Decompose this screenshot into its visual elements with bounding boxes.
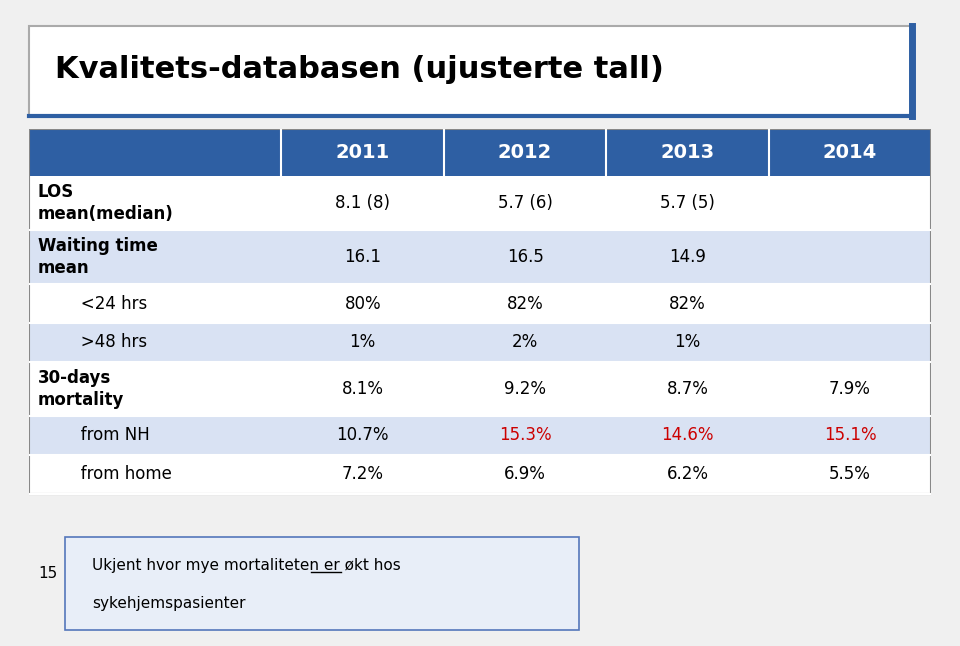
Text: from NH: from NH xyxy=(65,426,150,444)
Bar xyxy=(29,129,931,176)
Text: 2013: 2013 xyxy=(660,143,714,162)
Text: 2014: 2014 xyxy=(823,143,877,162)
Text: 5.7 (5): 5.7 (5) xyxy=(660,194,715,212)
Text: 10.7%: 10.7% xyxy=(336,426,389,444)
Text: 14.6%: 14.6% xyxy=(661,426,714,444)
Bar xyxy=(29,323,931,362)
Bar xyxy=(29,230,931,284)
Text: Waiting time
mean: Waiting time mean xyxy=(37,237,157,277)
Text: 8.7%: 8.7% xyxy=(666,380,708,398)
Bar xyxy=(29,284,931,323)
FancyBboxPatch shape xyxy=(65,537,579,630)
Text: 5.5%: 5.5% xyxy=(829,465,871,483)
Text: 8.1%: 8.1% xyxy=(342,380,384,398)
Text: Kvalitets-databasen (ujusterte tall): Kvalitets-databasen (ujusterte tall) xyxy=(56,55,664,84)
Text: 8.1 (8): 8.1 (8) xyxy=(335,194,390,212)
Text: 15.1%: 15.1% xyxy=(824,426,876,444)
Bar xyxy=(29,362,931,416)
Text: >48 hrs: >48 hrs xyxy=(65,333,147,351)
Text: 7.9%: 7.9% xyxy=(829,380,871,398)
Text: 2012: 2012 xyxy=(498,143,552,162)
Text: 80%: 80% xyxy=(345,295,381,313)
Text: 14.9: 14.9 xyxy=(669,248,706,266)
Text: 9.2%: 9.2% xyxy=(504,380,546,398)
Text: sykehjemspasienter: sykehjemspasienter xyxy=(92,596,246,611)
Text: 6.2%: 6.2% xyxy=(666,465,708,483)
Text: 7.2%: 7.2% xyxy=(342,465,384,483)
Bar xyxy=(29,176,931,230)
Text: from home: from home xyxy=(65,465,172,483)
Text: LOS
mean(median): LOS mean(median) xyxy=(37,183,174,223)
Text: 15.3%: 15.3% xyxy=(499,426,551,444)
Text: 16.5: 16.5 xyxy=(507,248,543,266)
Text: Ukjent hvor mye mortaliteten er økt hos: Ukjent hvor mye mortaliteten er økt hos xyxy=(92,558,400,573)
Text: 82%: 82% xyxy=(669,295,706,313)
Bar xyxy=(29,416,931,455)
Text: 5.7 (6): 5.7 (6) xyxy=(497,194,553,212)
Text: <24 hrs: <24 hrs xyxy=(65,295,147,313)
Text: 1%: 1% xyxy=(349,333,375,351)
Bar xyxy=(29,455,931,494)
Text: 2011: 2011 xyxy=(336,143,390,162)
Text: 30-days
mortality: 30-days mortality xyxy=(37,369,124,409)
Text: 82%: 82% xyxy=(507,295,543,313)
FancyBboxPatch shape xyxy=(29,26,912,116)
Text: 1%: 1% xyxy=(675,333,701,351)
Text: 16.1: 16.1 xyxy=(345,248,381,266)
Text: 6.9%: 6.9% xyxy=(504,465,546,483)
Text: 15: 15 xyxy=(37,566,57,581)
Text: 2%: 2% xyxy=(512,333,539,351)
